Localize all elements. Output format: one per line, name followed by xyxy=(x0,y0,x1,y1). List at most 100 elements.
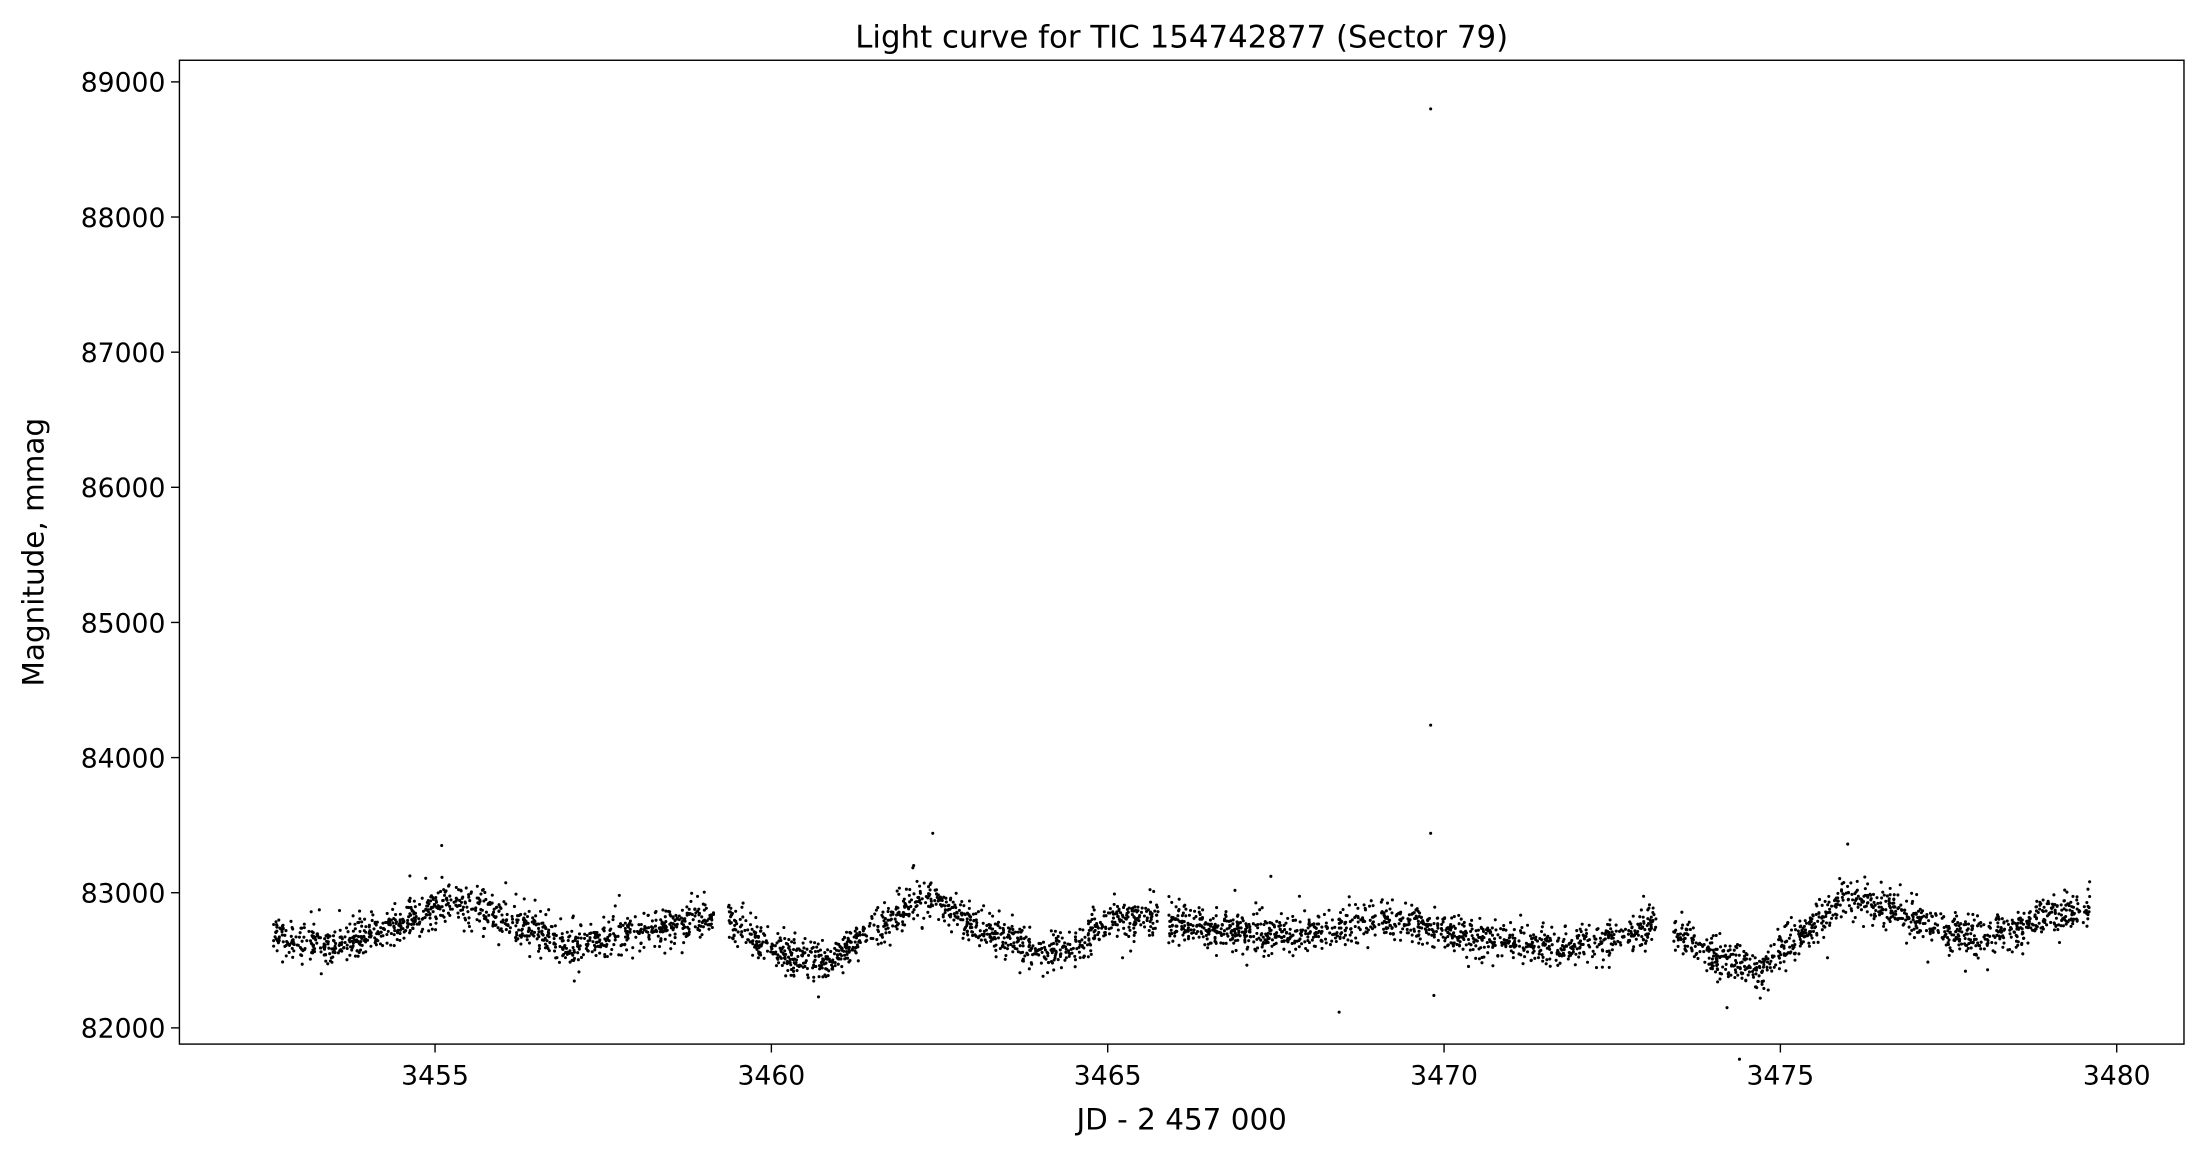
data-point xyxy=(355,949,359,953)
data-point xyxy=(1714,947,1718,951)
data-point xyxy=(420,896,424,900)
data-point xyxy=(1611,943,1615,947)
data-point xyxy=(1778,950,1782,954)
data-point xyxy=(1999,925,2003,930)
data-point xyxy=(337,908,342,913)
data-point xyxy=(1256,926,1260,930)
data-point xyxy=(996,920,1001,924)
data-point xyxy=(2063,888,2067,892)
data-point xyxy=(1434,930,1438,934)
data-point xyxy=(424,876,428,880)
data-point xyxy=(1231,922,1235,926)
data-point xyxy=(1680,926,1684,930)
data-point xyxy=(1457,936,1461,940)
data-point xyxy=(475,896,479,900)
data-point xyxy=(1813,926,1817,930)
data-point xyxy=(1373,925,1377,929)
data-point xyxy=(1226,934,1230,938)
data-point xyxy=(1519,953,1523,957)
data-point xyxy=(1786,951,1790,955)
data-point xyxy=(385,911,389,916)
data-point xyxy=(1902,922,1906,926)
data-point xyxy=(993,922,997,926)
data-point xyxy=(944,896,948,900)
data-point xyxy=(695,894,700,898)
data-point xyxy=(1128,928,1132,932)
data-point xyxy=(1730,963,1734,967)
data-point xyxy=(389,943,393,947)
data-point xyxy=(659,937,663,941)
data-point xyxy=(1316,931,1320,935)
data-point xyxy=(379,926,383,930)
axis-ticks-layer: 3455 3460 3465 3470 3475 34808200083000840008… xyxy=(81,68,2151,1092)
data-point xyxy=(364,925,368,929)
data-point xyxy=(962,912,966,916)
data-point xyxy=(1373,933,1377,937)
data-point xyxy=(1474,944,1478,948)
data-point xyxy=(1168,934,1172,938)
data-point xyxy=(974,925,978,929)
data-point xyxy=(1121,920,1126,924)
data-point xyxy=(700,915,704,919)
data-point xyxy=(1203,943,1207,947)
data-point xyxy=(1452,931,1456,935)
data-point xyxy=(331,938,336,942)
data-point xyxy=(1181,911,1185,915)
data-point xyxy=(1567,954,1571,958)
data-point xyxy=(1824,910,1828,914)
data-point xyxy=(1050,942,1054,946)
data-point xyxy=(565,952,569,956)
data-point xyxy=(343,940,347,945)
data-point xyxy=(317,936,321,940)
data-point xyxy=(1768,966,1772,970)
data-point xyxy=(1420,926,1424,930)
data-point xyxy=(1525,950,1530,954)
data-point xyxy=(1830,916,1834,920)
data-point xyxy=(1049,929,1053,933)
data-point xyxy=(1888,919,1892,924)
data-point xyxy=(1893,917,1897,921)
data-point xyxy=(1319,931,1323,935)
data-point xyxy=(1121,956,1125,960)
data-point xyxy=(1322,912,1326,916)
data-point xyxy=(677,914,681,918)
data-point xyxy=(551,932,555,936)
data-point xyxy=(1902,908,1907,912)
data-point xyxy=(345,943,349,947)
data-point xyxy=(1121,915,1125,919)
data-point xyxy=(1606,922,1610,926)
data-point xyxy=(348,936,352,940)
data-point xyxy=(1107,932,1112,936)
data-point xyxy=(1872,900,1876,904)
data-point xyxy=(1128,921,1132,925)
data-point xyxy=(1540,930,1544,934)
data-point xyxy=(1260,945,1264,949)
data-point xyxy=(571,945,575,950)
data-point xyxy=(1619,943,1623,947)
data-point xyxy=(1881,907,1885,911)
data-point xyxy=(1680,910,1684,914)
data-point xyxy=(362,934,366,938)
data-point xyxy=(1393,938,1397,942)
data-point xyxy=(1710,961,1714,965)
data-point xyxy=(398,931,402,936)
x-tick-label: 3475 xyxy=(1746,1061,1814,1092)
data-point xyxy=(901,920,905,924)
data-point xyxy=(1552,932,1556,936)
data-point xyxy=(1284,921,1288,925)
data-point xyxy=(2082,905,2086,909)
data-point xyxy=(1955,914,1959,918)
data-point xyxy=(1051,933,1055,937)
data-point xyxy=(928,914,932,918)
data-point xyxy=(554,956,558,960)
data-point xyxy=(969,915,973,919)
data-point xyxy=(982,932,986,936)
data-point xyxy=(1949,948,1953,953)
data-point xyxy=(1975,924,1980,928)
data-point xyxy=(1390,926,1394,930)
data-point xyxy=(1002,936,1006,940)
data-point xyxy=(1086,931,1091,936)
data-point xyxy=(792,947,796,952)
data-point xyxy=(994,948,998,952)
data-point xyxy=(922,916,926,920)
